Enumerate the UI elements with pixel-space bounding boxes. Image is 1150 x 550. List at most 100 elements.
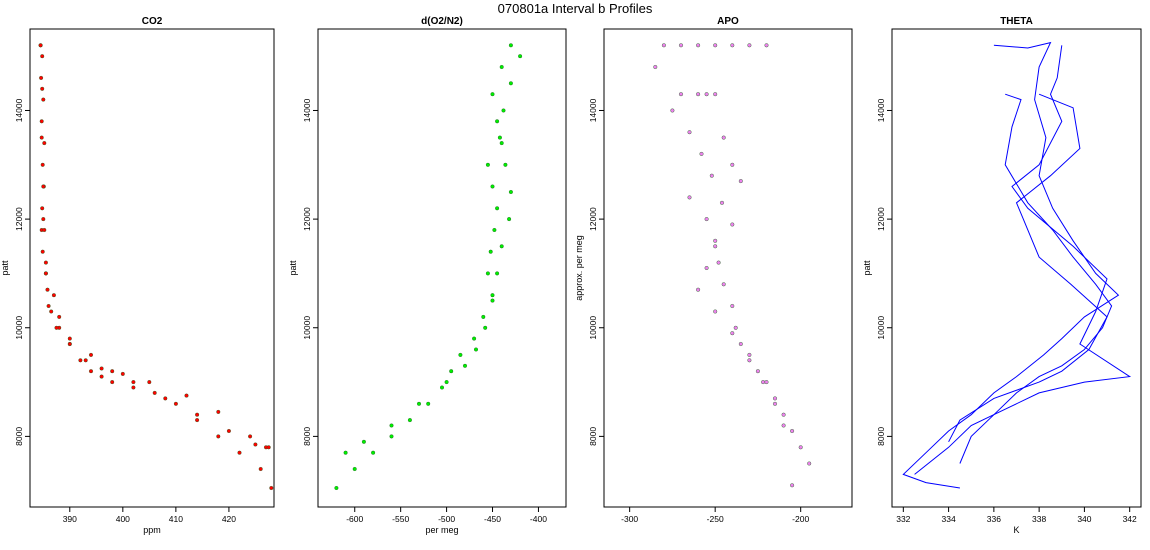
data-point bbox=[495, 271, 500, 276]
data-point bbox=[490, 293, 495, 298]
data-point bbox=[173, 401, 178, 406]
data-point bbox=[83, 358, 88, 363]
data-point bbox=[687, 195, 692, 200]
data-point bbox=[709, 173, 714, 178]
data-point bbox=[45, 287, 50, 292]
data-point bbox=[42, 227, 47, 232]
data-point bbox=[41, 97, 46, 102]
data-point bbox=[110, 369, 115, 374]
panel-3: APO -300 -250 -200 8000 10000 12000 14000 approx… bbox=[574, 16, 853, 524]
data-point bbox=[790, 483, 795, 488]
data-point bbox=[773, 401, 778, 406]
x-tick-label: -450 bbox=[484, 514, 501, 524]
data-point bbox=[389, 434, 394, 439]
x-tick-label: 336 bbox=[987, 514, 1001, 524]
data-point bbox=[713, 309, 718, 314]
data-point bbox=[507, 217, 512, 222]
data-point bbox=[790, 429, 795, 434]
data-point bbox=[226, 429, 231, 434]
data-point bbox=[481, 314, 486, 319]
y-axis-label: patt bbox=[0, 260, 10, 276]
data-point bbox=[472, 336, 477, 341]
data-point bbox=[51, 293, 56, 298]
data-point bbox=[773, 396, 778, 401]
data-point bbox=[88, 352, 93, 357]
data-point bbox=[253, 442, 258, 447]
data-point bbox=[492, 227, 497, 232]
data-point bbox=[696, 43, 701, 48]
plot-frame bbox=[317, 28, 567, 508]
x-tick-label: 332 bbox=[896, 514, 910, 524]
data-point bbox=[508, 81, 513, 86]
x-tick-label: -250 bbox=[707, 514, 724, 524]
panel-title: d(O2/N2) bbox=[421, 16, 463, 27]
data-point bbox=[163, 396, 168, 401]
data-point bbox=[474, 347, 479, 352]
x-tick-label: -300 bbox=[621, 514, 638, 524]
y-tick-label: 12000 bbox=[14, 207, 24, 231]
x-tick-label: 342 bbox=[1123, 514, 1137, 524]
data-point bbox=[40, 86, 45, 91]
data-point bbox=[131, 385, 136, 390]
data-point bbox=[54, 325, 59, 330]
data-point bbox=[440, 385, 445, 390]
data-point bbox=[747, 352, 752, 357]
data-point bbox=[730, 43, 735, 48]
data-point bbox=[716, 260, 721, 265]
data-point bbox=[497, 135, 502, 140]
data-point bbox=[501, 108, 506, 113]
data-point bbox=[46, 304, 51, 309]
y-tick-label: 8000 bbox=[302, 427, 312, 446]
data-point bbox=[195, 418, 200, 423]
panel-1: CO2 390 400 410 420 8000 10000 12000 14000 ppm pat… bbox=[0, 16, 275, 535]
x-tick-label: 340 bbox=[1077, 514, 1091, 524]
y-tick-label: 10000 bbox=[588, 316, 598, 340]
data-point bbox=[120, 371, 125, 376]
data-point bbox=[499, 141, 504, 146]
x-tick-label: -400 bbox=[530, 514, 547, 524]
data-point bbox=[738, 342, 743, 347]
data-point bbox=[449, 369, 454, 374]
figure-title: 070801a Interval b Profiles bbox=[497, 1, 653, 16]
y-tick-label: 8000 bbox=[588, 427, 598, 446]
data-point bbox=[696, 287, 701, 292]
data-point bbox=[49, 309, 54, 314]
data-point bbox=[495, 206, 500, 211]
y-tick-label: 8000 bbox=[876, 427, 886, 446]
data-point bbox=[40, 54, 45, 59]
data-point bbox=[499, 64, 504, 69]
data-point bbox=[495, 119, 500, 124]
data-point bbox=[721, 135, 726, 140]
x-axis-label: K bbox=[1013, 525, 1019, 535]
data-point bbox=[426, 401, 431, 406]
data-point bbox=[39, 75, 44, 80]
data-point bbox=[41, 217, 46, 222]
data-point bbox=[733, 325, 738, 330]
data-point bbox=[67, 336, 72, 341]
panel-title: CO2 bbox=[142, 16, 163, 27]
x-axis-label: ppm bbox=[143, 525, 161, 535]
data-point bbox=[99, 366, 104, 371]
data-point bbox=[39, 135, 44, 140]
x-tick-label: 400 bbox=[116, 514, 130, 524]
data-point bbox=[696, 92, 701, 97]
y-axis-label: approx. per meg bbox=[574, 235, 584, 301]
data-point bbox=[699, 151, 704, 156]
data-point bbox=[38, 43, 43, 48]
data-point bbox=[483, 325, 488, 330]
data-point bbox=[747, 43, 752, 48]
y-tick-label: 14000 bbox=[876, 98, 886, 122]
data-point bbox=[485, 162, 490, 167]
x-tick-label: 390 bbox=[63, 514, 77, 524]
panel-2: d(O2/N2) -600 -550 -500 -450 -400 8000 10000 120… bbox=[288, 16, 567, 535]
data-point bbox=[499, 244, 504, 249]
x-tick-label: -200 bbox=[792, 514, 809, 524]
y-tick-label: 10000 bbox=[876, 316, 886, 340]
data-point bbox=[679, 92, 684, 97]
data-point bbox=[730, 331, 735, 336]
data-point bbox=[661, 43, 666, 48]
data-point bbox=[131, 380, 136, 385]
x-axis-label: per meg bbox=[425, 525, 458, 535]
data-point bbox=[216, 434, 221, 439]
